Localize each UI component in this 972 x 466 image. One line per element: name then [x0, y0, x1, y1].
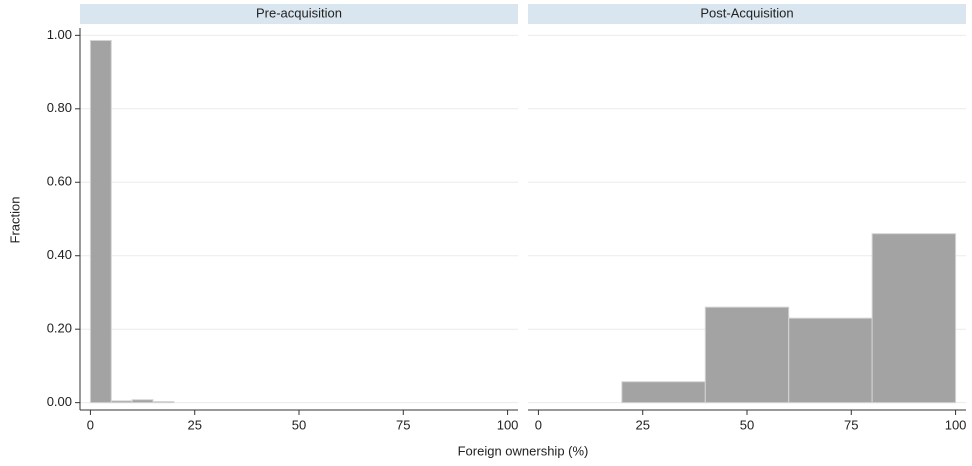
x-tick-label: 100 — [497, 417, 519, 432]
y-tick-label: 0.80 — [47, 100, 72, 115]
x-tick-label: 0 — [87, 417, 94, 432]
y-tick-label: 0.20 — [47, 321, 72, 336]
panel-title: Pre-acquisition — [256, 5, 342, 20]
x-axis-label: Foreign ownership (%) — [458, 443, 589, 458]
x-tick-label: 50 — [740, 417, 754, 432]
bar — [788, 317, 873, 404]
x-tick-label: 0 — [535, 417, 542, 432]
panel-title: Post-Acquisition — [700, 5, 793, 20]
y-tick-label: 1.00 — [47, 27, 72, 42]
bar — [704, 306, 790, 404]
x-tick-label: 25 — [187, 417, 201, 432]
bar — [110, 400, 133, 404]
y-tick-label: 0.00 — [47, 394, 72, 409]
y-axis-label: Fraction — [7, 197, 22, 244]
bar — [131, 399, 154, 404]
bar — [152, 401, 175, 404]
x-tick-label: 100 — [945, 417, 967, 432]
panel-header — [528, 4, 966, 24]
x-tick-label: 75 — [844, 417, 858, 432]
panel-header — [80, 4, 518, 24]
y-tick-label: 0.40 — [47, 247, 72, 262]
bar — [89, 39, 112, 404]
x-tick-label: 50 — [292, 417, 306, 432]
bar — [621, 381, 706, 404]
x-tick-label: 75 — [396, 417, 410, 432]
x-tick-label: 25 — [635, 417, 649, 432]
y-tick-label: 0.60 — [47, 174, 72, 189]
bar — [871, 233, 957, 404]
